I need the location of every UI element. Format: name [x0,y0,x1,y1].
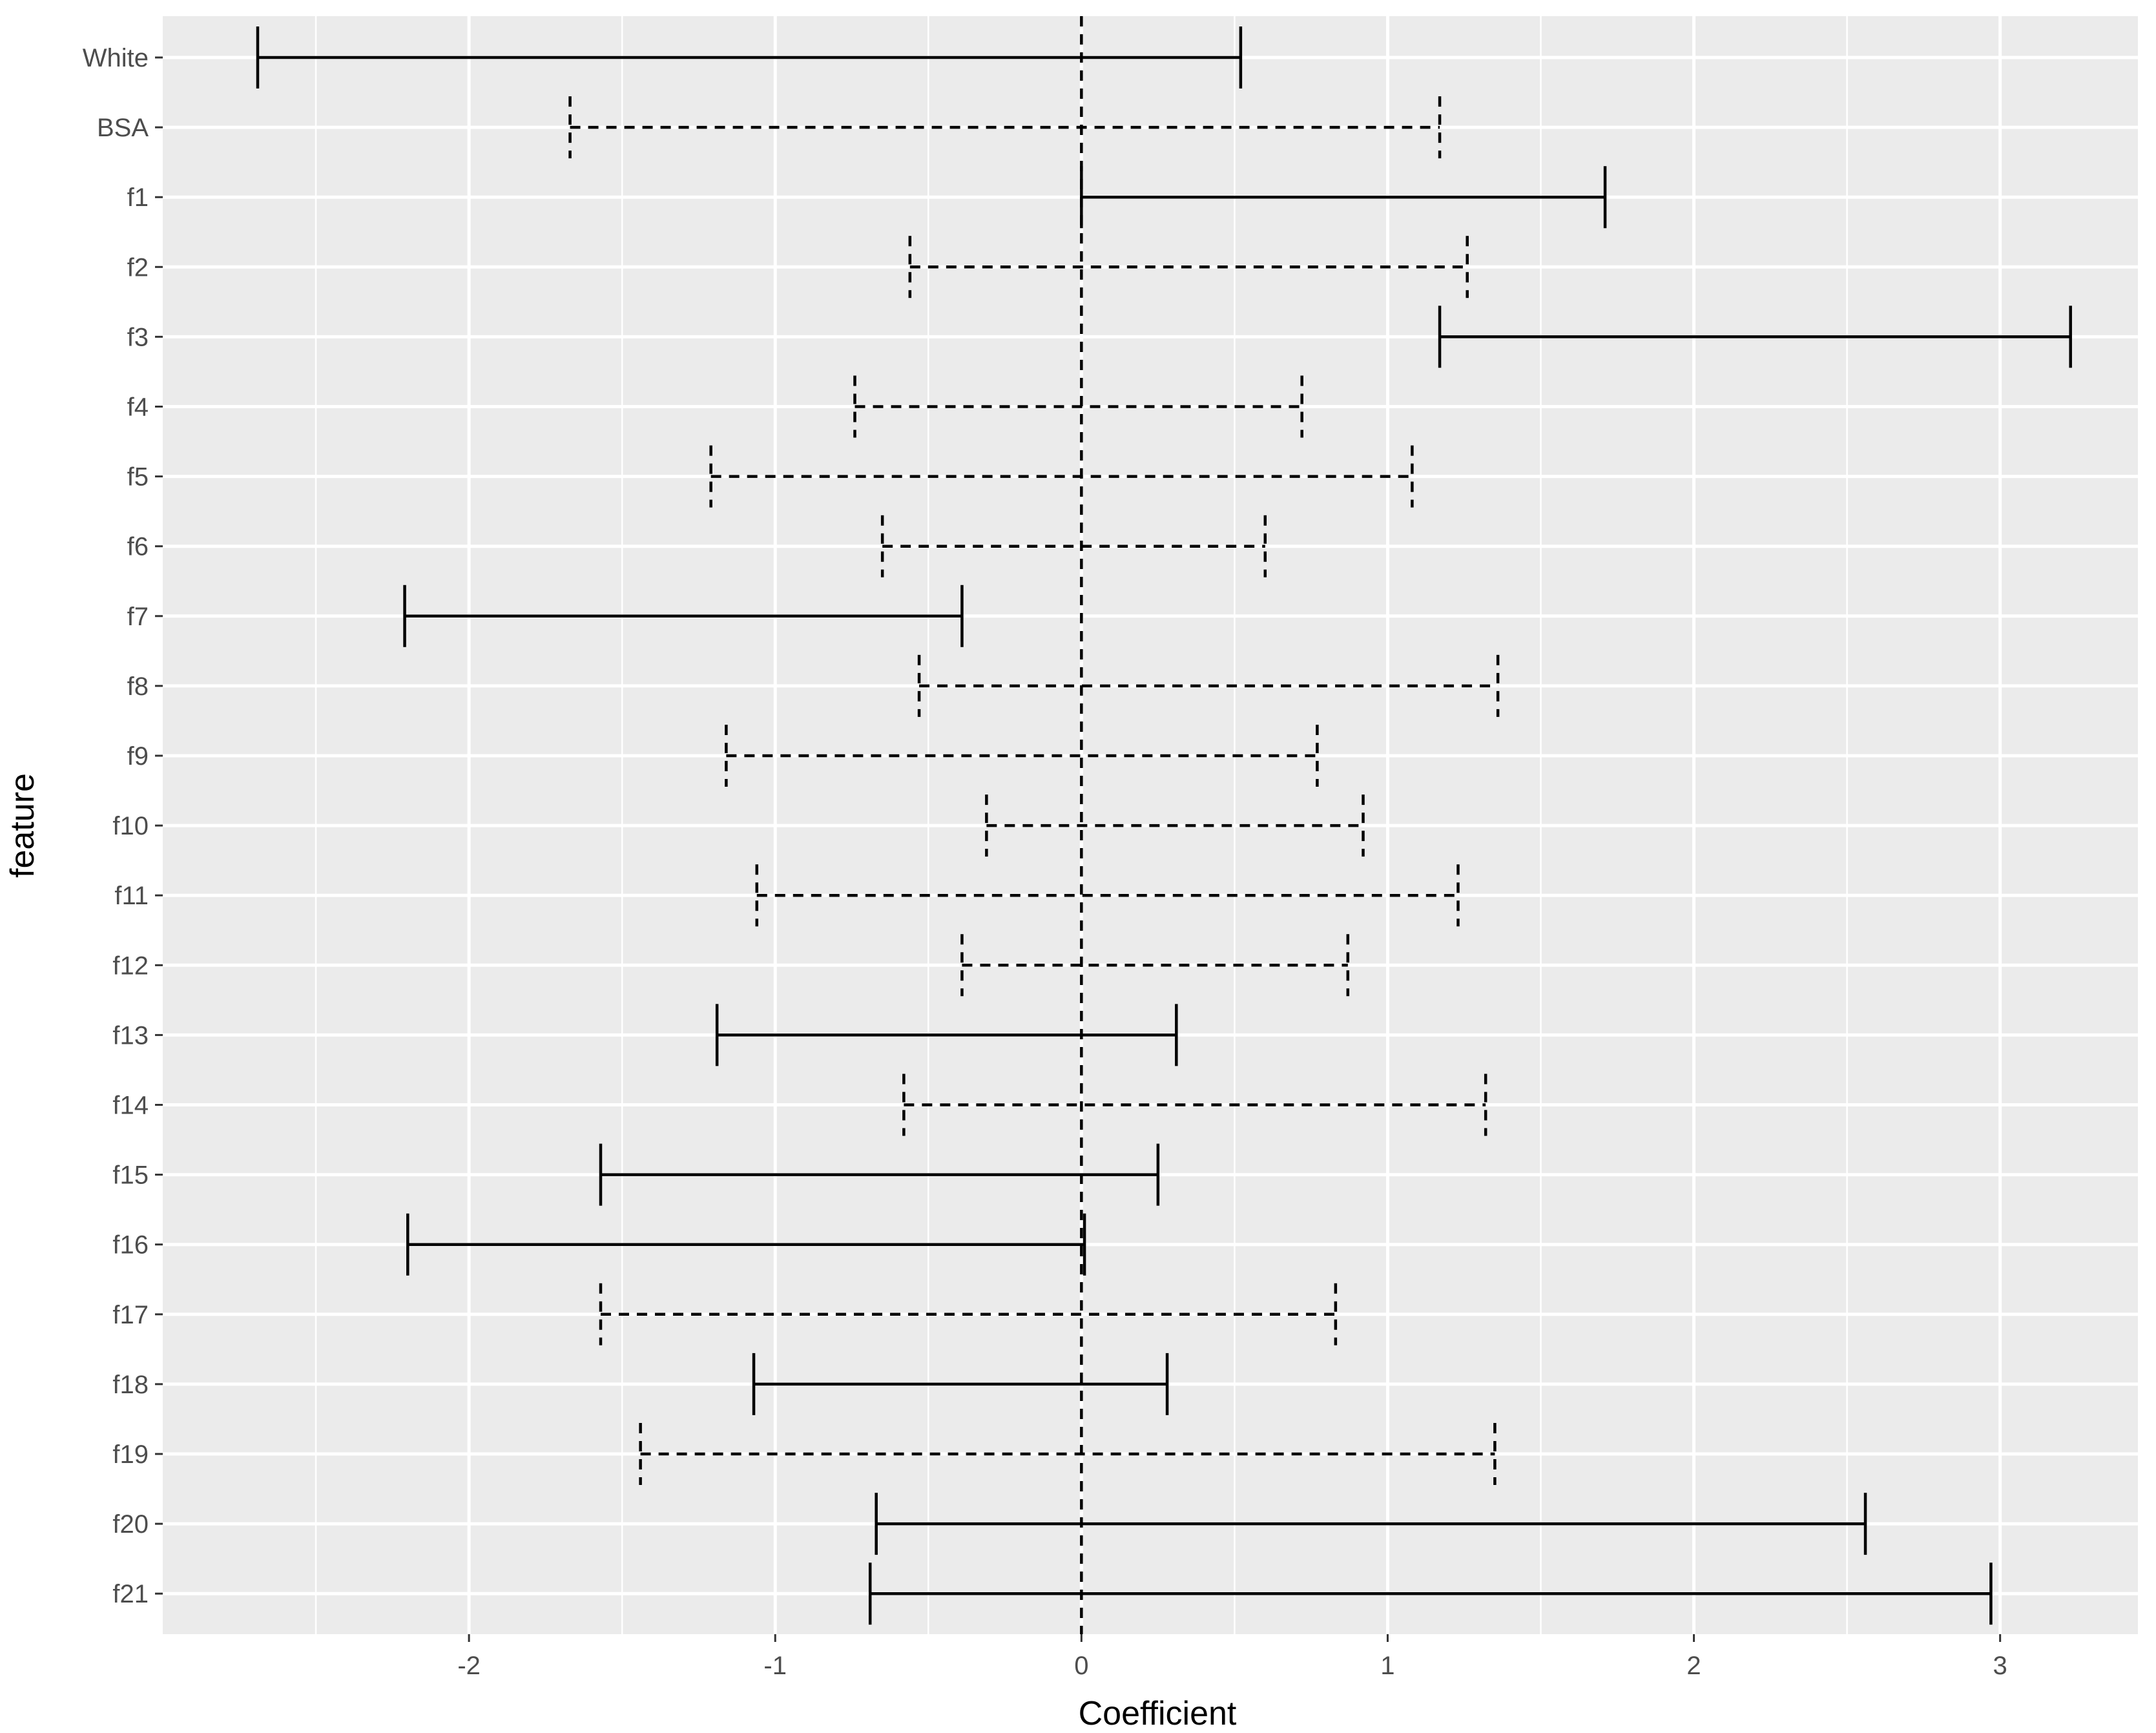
x-tick-label: 2 [1686,1652,1701,1680]
y-tick-label: f11 [114,882,149,910]
y-tick-label: BSA [97,114,149,142]
y-tick-label: f2 [127,253,149,282]
interval-f13 [715,1004,1178,1066]
y-tick-label: f4 [127,393,149,422]
y-tick-label: f12 [112,951,149,980]
y-tick-label: f20 [112,1510,149,1539]
interval-f19 [639,1423,1497,1485]
interval-f9 [725,725,1319,787]
y-tick-label: f5 [127,463,149,492]
y-axis-title: feature [4,773,41,878]
interval-f12 [960,934,1350,997]
x-tick-label: 0 [1074,1652,1088,1680]
x-axis-title: Coefficient [1079,1695,1237,1732]
interval-white [256,26,1243,88]
y-tick-label: f16 [112,1231,149,1260]
x-axis: -2 -1 0 1 2 3 [457,1634,2007,1680]
interval-f20 [875,1493,1867,1555]
interval-f18 [752,1353,1169,1415]
interval-f7 [403,585,964,647]
x-tick-label: -2 [457,1652,481,1680]
y-axis: White BSA f1 f2 f3 f4 f5 f6 f7 f8 f9 f10 f11 f12 f13 f1… [83,44,163,1608]
y-tick-label: f9 [127,742,149,771]
x-tick-label: -1 [763,1652,787,1680]
interval-f17 [599,1283,1338,1345]
x-tick-label: 3 [1993,1652,2007,1680]
interval-series [256,26,2072,1625]
y-tick-label: White [83,44,149,72]
interval-f15 [599,1143,1160,1206]
interval-f11 [755,864,1460,927]
y-tick-label: f10 [112,812,149,840]
interval-f4 [853,375,1303,438]
interval-f5 [709,445,1414,508]
y-tick-label: f17 [112,1301,149,1329]
interval-f1 [1080,166,1607,229]
interval-f10 [985,794,1365,857]
y-tick-label: f15 [112,1161,149,1190]
interval-f3 [1438,306,2072,368]
y-tick-label: f8 [127,672,149,701]
y-tick-label: f1 [127,183,149,212]
interval-f21 [868,1562,1993,1625]
x-tick-label: 1 [1380,1652,1394,1680]
interval-f2 [908,236,1469,298]
interval-f16 [406,1213,1086,1276]
y-tick-label: f6 [127,533,149,561]
y-tick-label: f19 [112,1440,149,1469]
y-tick-label: f14 [112,1092,149,1120]
interval-f8 [917,654,1500,717]
y-tick-label: f7 [127,603,149,631]
interval-bsa [568,96,1442,159]
interval-f14 [902,1074,1487,1136]
interval-f6 [880,515,1267,577]
y-tick-label: f3 [127,323,149,351]
y-tick-label: f13 [112,1021,149,1050]
y-tick-label: f18 [112,1371,149,1399]
y-tick-label: f21 [112,1580,149,1608]
